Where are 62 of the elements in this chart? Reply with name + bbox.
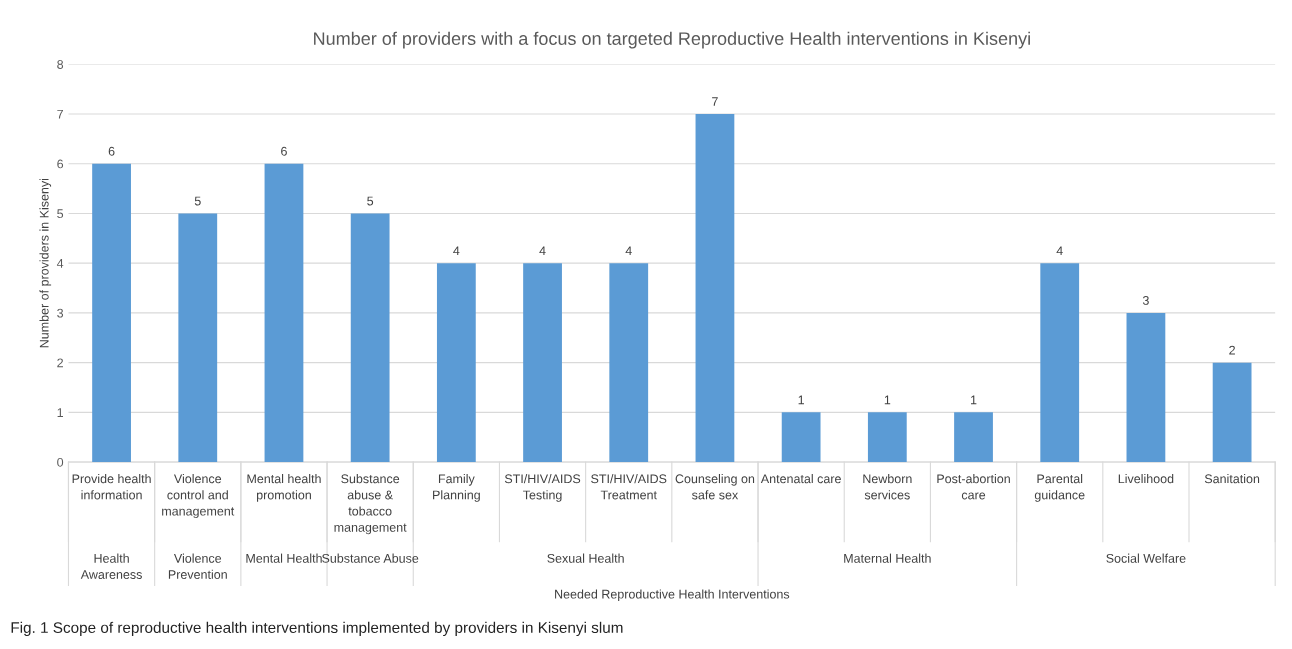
x-tick-label: Livelihood [1118,474,1174,484]
caption: Fig. 1 Scope of reproductive health interventions implemented by providers in Kisenyi slum [11,621,623,637]
x-tick-label: Newborn services [863,474,912,500]
data-label: 1 [884,395,891,405]
x-tick-label: Counseling on safe sex [675,474,755,500]
x-tick-label: Parental guidance [1034,474,1085,502]
x-axis-title: Needed Reproductive Health Interventions [555,589,790,602]
bar [867,412,907,463]
y-tick-label: 8 [57,60,64,69]
bar [609,263,649,463]
y-tick-label: 4 [56,259,64,268]
y-tick-label: 3 [57,308,64,318]
bar [954,412,993,463]
bar [1126,312,1166,463]
data-label: 4 [539,246,546,256]
bar [436,263,476,463]
data-label: 1 [971,395,977,405]
bar [92,163,131,463]
text: Social Welfare [1106,553,1186,563]
data-label: 5 [194,196,201,206]
text: Mental Health [246,553,322,563]
bar [1212,362,1252,463]
y-tick-label: 1 [57,408,64,417]
x-tick-label: Sanitation [1204,474,1260,484]
bar [178,213,218,463]
x-tick-label: STI/HIV/AIDS Testing [504,474,581,502]
bar [781,412,821,463]
data-label: 6 [281,146,287,156]
text: Maternal Health [844,553,931,563]
text: Sexual Health [547,553,624,563]
data-label: 2 [1229,345,1235,355]
x-tick-label: Mental health promotion [247,474,321,502]
bar [695,113,735,463]
x-tick-label: STI/HIV/AIDS Treatment [591,474,667,500]
x-tick-label: Substance abuse & tobacco management [334,474,407,535]
data-label: 1 [798,395,804,405]
data-label: 6 [108,146,115,156]
bar [264,163,304,463]
y-tick-label: 5 [57,209,64,219]
data-label: 4 [625,246,632,256]
bar [1040,263,1080,463]
x-tick-label: Post-abortion care [937,474,1010,500]
chart-title: Number of providers with a focus on targeted Reproductive Health interventions in Kisenyi [314,31,1030,49]
data-label: 3 [1142,296,1149,305]
text: Violence Prevention [168,553,227,579]
data-label: 7 [712,97,718,106]
x-tick-label: Antenatal care [760,474,841,484]
data-label: 4 [453,246,460,256]
y-axis-title: Number of providers in Kisenyi [39,178,52,348]
text: Substance Abuse [322,553,419,563]
y-tick-label: 0 [57,457,64,467]
data-label: 4 [1056,246,1063,256]
y-tick-label: 2 [57,358,63,368]
bar [350,213,390,463]
x-tick-label: Violence control and management [162,474,235,519]
y-tick-label: 6 [57,159,64,169]
x-tick-label: Provide health information [72,474,151,500]
data-label: 5 [367,196,374,206]
bar [523,263,562,463]
x-tick-label: Family Planning [433,474,480,502]
text: Health Awareness [80,553,142,579]
y-tick-label: 7 [57,109,63,119]
